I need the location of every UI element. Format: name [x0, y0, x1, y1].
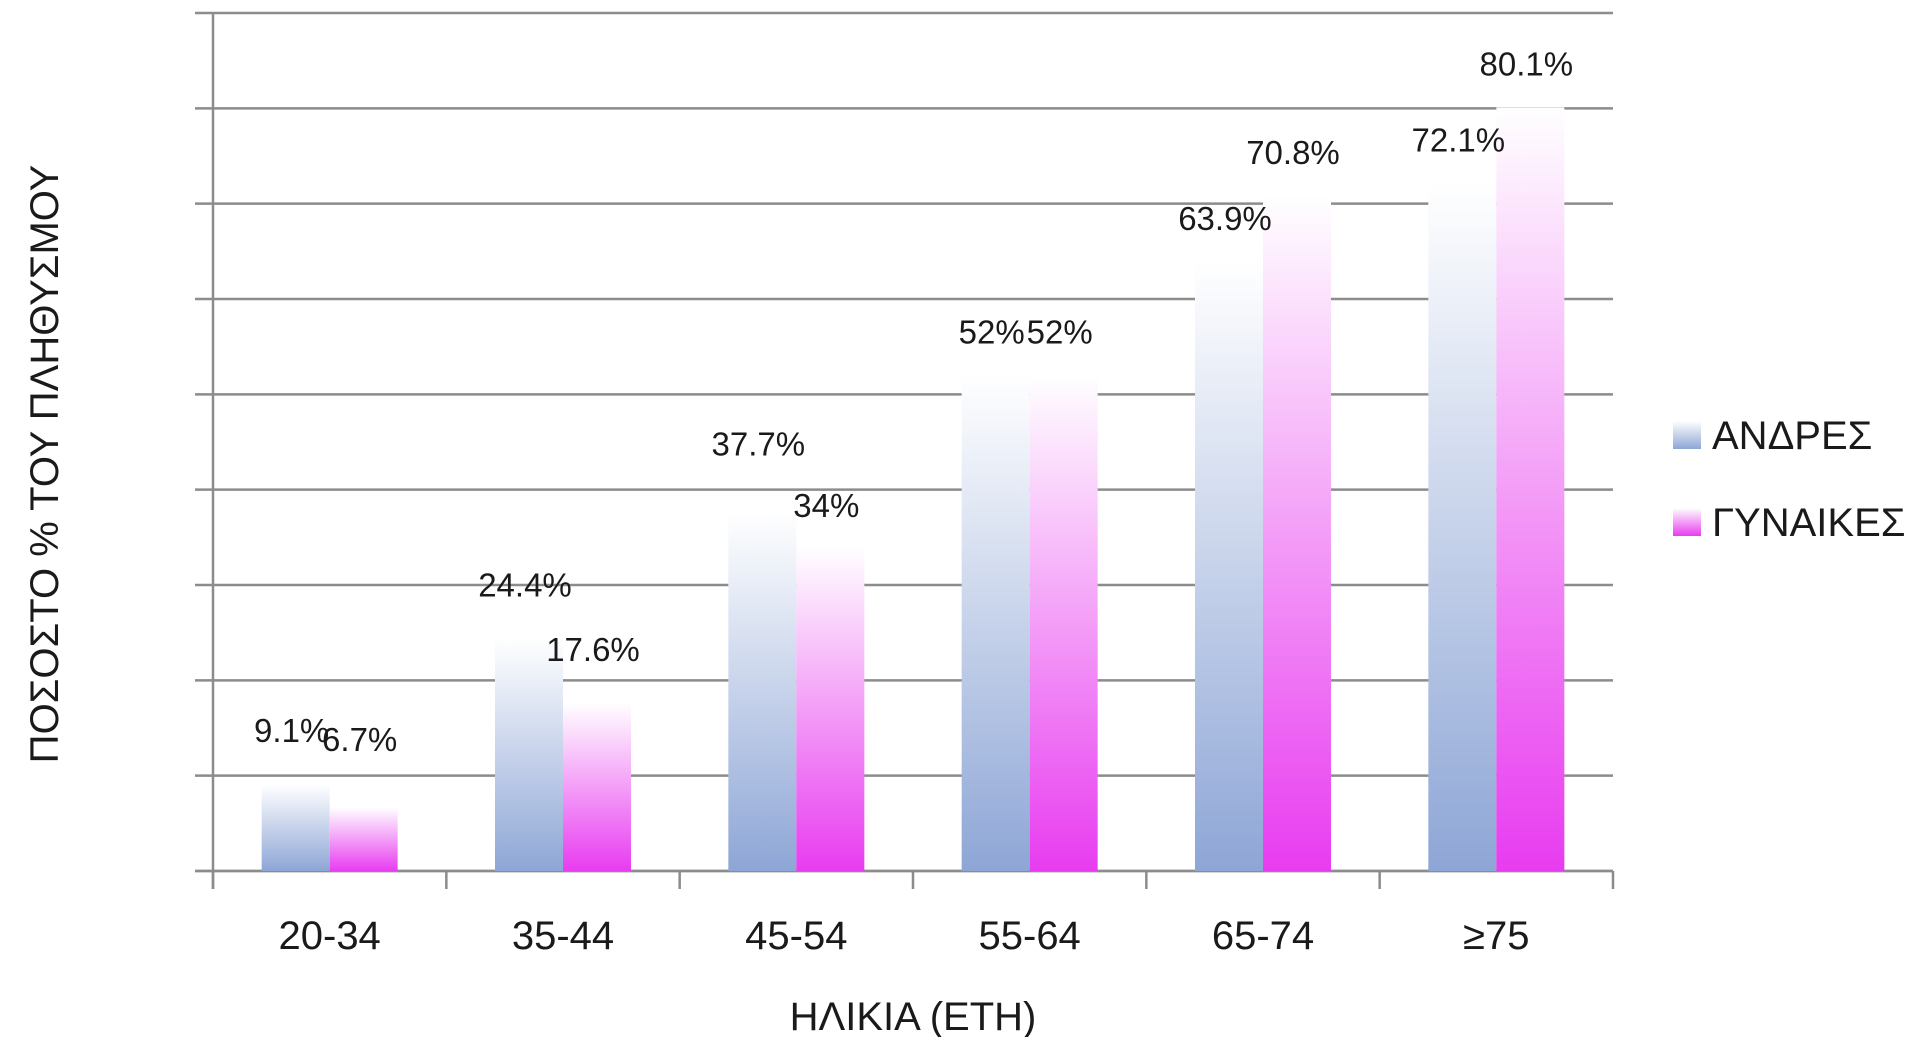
bar-men-0	[261, 784, 330, 871]
data-label: 9.1%	[254, 712, 329, 749]
y-axis-title: ΠΟΣΟΣΤΟ % ΤΟΥ ΠΛΗΘΥΣΜΟΥ	[23, 165, 67, 764]
bar-men-4	[1195, 261, 1263, 871]
x-tick-label: 20-34	[279, 914, 381, 958]
data-label: 52%	[959, 313, 1025, 350]
gridlines	[195, 11, 1613, 873]
legend-label-men: ΑΝΔΡΕΣ	[1712, 414, 1872, 458]
x-tick-label: 55-64	[979, 914, 1081, 958]
data-label: 24.4%	[478, 566, 572, 603]
x-tick-labels: 20-34 35-44 45-54 55-64 65-74 ≥75	[279, 914, 1530, 958]
data-labels: 9.1%6.7% 24.4% 17.6% 37.7% 34% 52% 52% 63.9% 70.…	[254, 45, 1573, 758]
bar-men-2	[728, 511, 797, 871]
legend-label-women: ΓΥΝΑΙΚΕΣ	[1712, 501, 1905, 545]
data-label: 17.6%	[546, 631, 640, 668]
x-tick-label: 35-44	[512, 914, 614, 958]
bar-women-1	[563, 703, 631, 871]
x-tick-label: ≥75	[1463, 914, 1529, 958]
data-label: 6.7%	[322, 721, 397, 758]
data-label: 52%	[1027, 313, 1093, 350]
x-tick-label: 45-54	[745, 914, 847, 958]
data-label: 37.7%	[712, 426, 806, 463]
bar-women-2	[796, 546, 865, 871]
bar-women-3	[1029, 375, 1098, 871]
data-label: 80.1%	[1480, 45, 1574, 82]
bars	[261, 107, 1565, 872]
legend-swatch-men	[1673, 421, 1701, 449]
bar-men-3	[961, 375, 1030, 871]
bar-women-4	[1263, 196, 1331, 872]
data-label: 34%	[793, 487, 859, 524]
bar-men-5	[1428, 183, 1497, 871]
axes	[195, 13, 1615, 889]
x-axis-title: ΗΛΙΚΙΑ (ΕΤΗ)	[790, 995, 1037, 1037]
data-label: 70.8%	[1246, 134, 1340, 171]
data-label: 63.9%	[1178, 200, 1272, 237]
bar-women-0	[329, 807, 398, 871]
bar-men-1	[495, 638, 563, 871]
x-tick-label: 65-74	[1212, 914, 1314, 958]
data-label: 72.1%	[1412, 122, 1506, 159]
legend: ΑΝΔΡΕΣ ΓΥΝΑΙΚΕΣ	[1673, 414, 1905, 545]
bar-women-5	[1496, 107, 1565, 871]
legend-swatch-women	[1673, 508, 1701, 536]
